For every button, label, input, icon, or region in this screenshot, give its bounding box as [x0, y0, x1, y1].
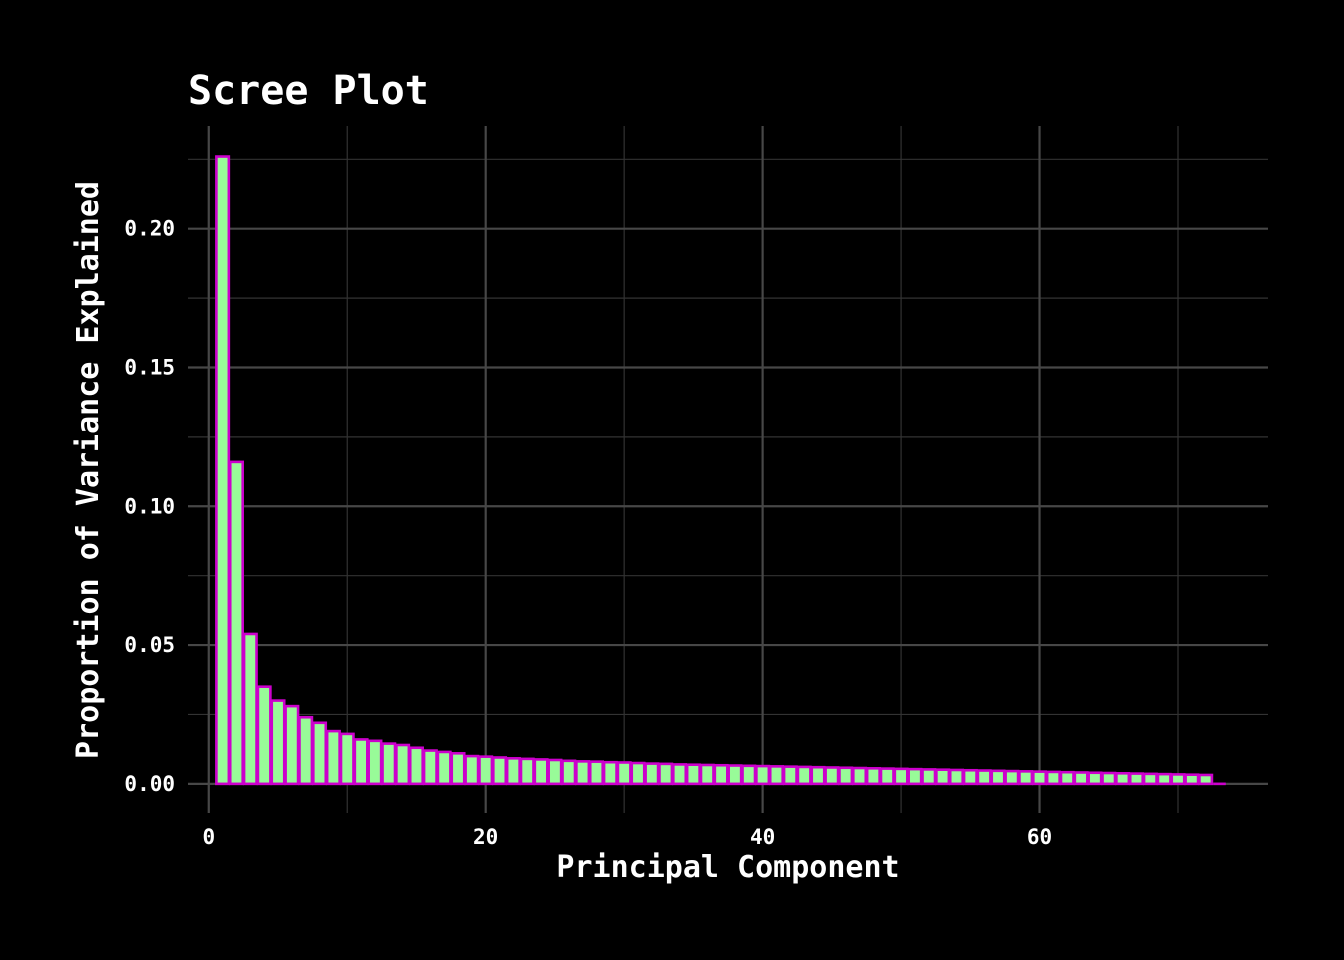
chart-title: Scree Plot — [188, 68, 429, 114]
bar-pc-72 — [1198, 773, 1214, 786]
bar-pc-34 — [672, 763, 688, 786]
y-tick-label: 0.10 — [124, 494, 175, 518]
bar-pc-62 — [1059, 770, 1075, 786]
bar-pc-16 — [422, 749, 438, 786]
minor-gridlines — [188, 126, 1268, 813]
y-tick-label: 0.20 — [124, 217, 175, 241]
bar-pc-59 — [1018, 770, 1034, 786]
bar-pc-48 — [865, 767, 881, 786]
bar-pc-43 — [796, 765, 812, 786]
x-tick-label: 0 — [202, 825, 215, 849]
bar-pc-25 — [547, 758, 563, 786]
bar-pc-30 — [616, 761, 632, 786]
bar-pc-12 — [367, 739, 383, 786]
bar-pc-24 — [533, 758, 549, 786]
bar-pc-6 — [284, 704, 300, 786]
bar-pc-46 — [838, 766, 854, 786]
bar-pc-17 — [436, 750, 452, 786]
bar-pc-51 — [907, 767, 923, 786]
y-axis-label: Proportion of Variance Explained — [71, 181, 106, 759]
bar-pc-8 — [312, 721, 328, 786]
y-tick-label: 0.15 — [124, 355, 175, 379]
bar-pc-52 — [921, 768, 937, 786]
bar-pc-36 — [699, 763, 715, 786]
bar-pc-9 — [325, 729, 341, 786]
bar-pc-50 — [893, 767, 909, 786]
bar-pc-10 — [339, 732, 355, 786]
bar-pc-63 — [1073, 771, 1089, 786]
y-tick-labels: 0.00 0.05 0.10 0.15 0.20 — [124, 217, 175, 796]
x-tick-labels: 0 20 40 60 — [202, 825, 1052, 849]
y-tick-label: 0.05 — [124, 633, 175, 657]
bar-pc-45 — [824, 766, 840, 786]
bar-pc-1 — [215, 155, 231, 786]
bar-pc-38 — [727, 764, 743, 786]
bar-pc-2 — [228, 460, 244, 786]
bar-pc-22 — [505, 757, 521, 786]
x-tick-label: 20 — [473, 825, 498, 849]
bar-pc-60 — [1032, 770, 1048, 786]
bar-pc-54 — [948, 768, 964, 786]
bar-pc-65 — [1101, 771, 1117, 786]
bar-pc-69 — [1156, 772, 1172, 786]
bar-pc-41 — [768, 765, 784, 786]
bar-pc-4 — [256, 685, 272, 786]
bar-pc-68 — [1142, 772, 1158, 786]
bar-pc-39 — [741, 764, 757, 786]
bar-pc-20 — [478, 755, 494, 786]
bar-pc-49 — [879, 767, 895, 786]
bar-pc-18 — [450, 752, 466, 786]
bar-pc-61 — [1045, 770, 1061, 786]
bar-pc-58 — [1004, 769, 1020, 786]
bar-pc-66 — [1115, 772, 1131, 786]
bar-pc-55 — [962, 768, 978, 786]
bar-pc-70 — [1170, 773, 1186, 786]
y-tick-label: 0.00 — [124, 772, 175, 796]
bar-pc-5 — [270, 699, 286, 786]
bar-series — [215, 155, 1226, 786]
bar-pc-47 — [852, 766, 868, 786]
bar-pc-21 — [492, 756, 508, 786]
bar-pc-28 — [588, 760, 604, 786]
bar-pc-31 — [630, 761, 646, 786]
bar-pc-13 — [381, 742, 397, 786]
bar-pc-42 — [782, 765, 798, 786]
bar-pc-15 — [408, 746, 424, 786]
bar-pc-53 — [935, 768, 951, 786]
bar-pc-11 — [353, 738, 369, 786]
bar-pc-57 — [990, 769, 1006, 786]
x-tick-label: 60 — [1027, 825, 1052, 849]
bar-pc-40 — [755, 764, 771, 786]
bar-pc-67 — [1128, 772, 1144, 786]
bar-pc-33 — [658, 762, 674, 786]
bar-pc-19 — [464, 754, 480, 786]
x-tick-label: 40 — [750, 825, 775, 849]
bar-pc-29 — [602, 760, 618, 786]
bar-pc-35 — [685, 763, 701, 786]
bar-pc-7 — [298, 715, 314, 786]
bar-pc-64 — [1087, 771, 1103, 786]
bar-pc-56 — [976, 769, 992, 786]
bar-pc-26 — [561, 759, 577, 786]
bar-pc-37 — [713, 763, 729, 786]
bar-pc-3 — [242, 632, 258, 786]
bar-pc-23 — [519, 757, 535, 786]
bar-pc-27 — [575, 760, 591, 786]
bar-pc-44 — [810, 765, 826, 786]
bar-pc-71 — [1184, 773, 1200, 786]
bar-pc-14 — [395, 743, 411, 786]
bar-pc-32 — [644, 762, 660, 786]
x-axis-label: Principal Component — [556, 850, 899, 885]
